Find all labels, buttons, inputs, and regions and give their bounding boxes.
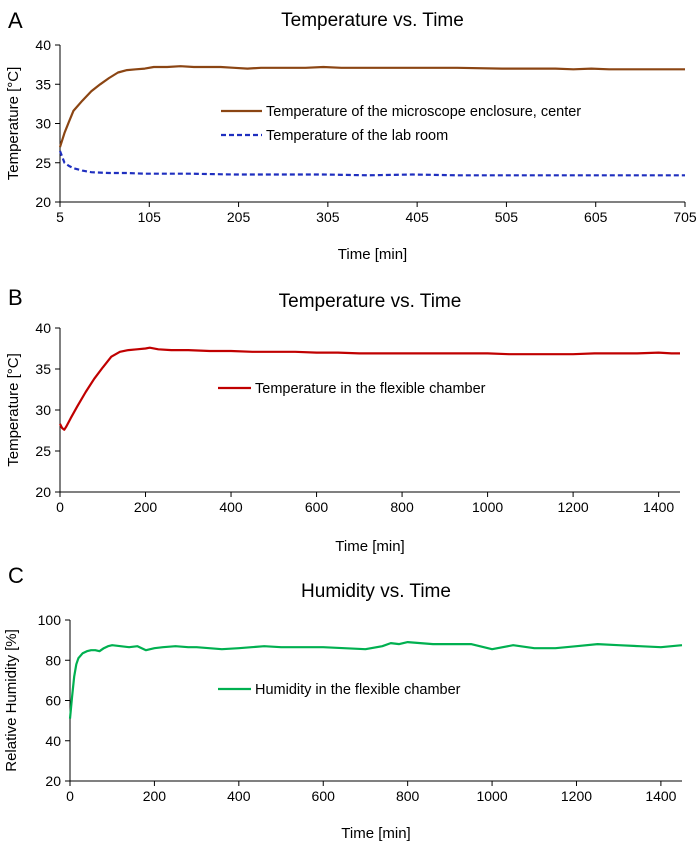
series-line-2 (58, 150, 685, 177)
x-tick-label: 605 (584, 209, 608, 225)
x-tick-label: 705 (673, 209, 697, 225)
x-tick-label: 400 (227, 788, 251, 804)
x-tick-label: 1400 (643, 499, 674, 515)
chart-title: Temperature vs. Time (279, 291, 462, 312)
y-tick-label: 25 (35, 443, 51, 459)
x-tick-label: 1000 (472, 499, 503, 515)
y-tick-label: 40 (35, 320, 51, 336)
x-axis-label: Time [min] (335, 538, 404, 555)
y-tick-label: 20 (45, 773, 61, 789)
x-tick-label: 105 (138, 209, 162, 225)
y-axis-label: Temperature [°C] (5, 353, 22, 467)
y-tick-label: 40 (35, 37, 51, 53)
x-tick-label: 405 (405, 209, 429, 225)
y-tick-label: 20 (35, 194, 51, 210)
x-axis-label: Time [min] (341, 825, 410, 842)
legend-label-1: Temperature of the microscope enclosure,… (266, 104, 581, 120)
y-tick-label: 30 (35, 116, 51, 132)
series-line-1 (59, 346, 680, 431)
x-tick-label: 305 (316, 209, 340, 225)
y-tick-label: 35 (35, 76, 51, 92)
chart-title: Temperature vs. Time (281, 10, 464, 31)
chart-title: Humidity vs. Time (301, 581, 451, 602)
panel-letter: A (8, 8, 23, 33)
x-tick-label: 600 (312, 788, 336, 804)
y-axis-label: Relative Humidity [%] (3, 629, 20, 772)
legend-label-2: Temperature of the lab room (266, 128, 448, 144)
panel-letter: B (8, 285, 23, 310)
x-tick-label: 0 (56, 499, 64, 515)
x-tick-label: 1200 (558, 499, 589, 515)
x-tick-label: 800 (396, 788, 420, 804)
y-tick-label: 100 (38, 612, 62, 628)
y-tick-label: 30 (35, 402, 51, 418)
x-tick-label: 205 (227, 209, 251, 225)
series-line-1 (68, 640, 683, 719)
x-tick-label: 400 (219, 499, 243, 515)
y-tick-label: 25 (35, 155, 51, 171)
y-axis-label: Temperature [°C] (5, 67, 22, 181)
panel-letter: C (8, 563, 24, 588)
x-tick-label: 1400 (645, 788, 676, 804)
x-tick-label: 800 (390, 499, 414, 515)
x-tick-label: 1000 (476, 788, 507, 804)
x-tick-label: 1200 (561, 788, 592, 804)
y-tick-label: 20 (35, 484, 51, 500)
x-tick-label: 200 (134, 499, 158, 515)
legend-label-1: Temperature in the flexible chamber (255, 381, 486, 397)
y-tick-label: 35 (35, 361, 51, 377)
y-tick-label: 40 (45, 733, 61, 749)
y-tick-label: 60 (45, 693, 61, 709)
x-tick-label: 0 (66, 788, 74, 804)
x-tick-label: 5 (56, 209, 64, 225)
x-tick-label: 200 (143, 788, 167, 804)
x-tick-label: 505 (495, 209, 519, 225)
legend-label-1: Humidity in the flexible chamber (255, 682, 461, 698)
x-axis-label: Time [min] (338, 246, 407, 263)
x-tick-label: 600 (305, 499, 329, 515)
y-tick-label: 80 (45, 652, 61, 668)
series-line-1 (58, 65, 685, 148)
